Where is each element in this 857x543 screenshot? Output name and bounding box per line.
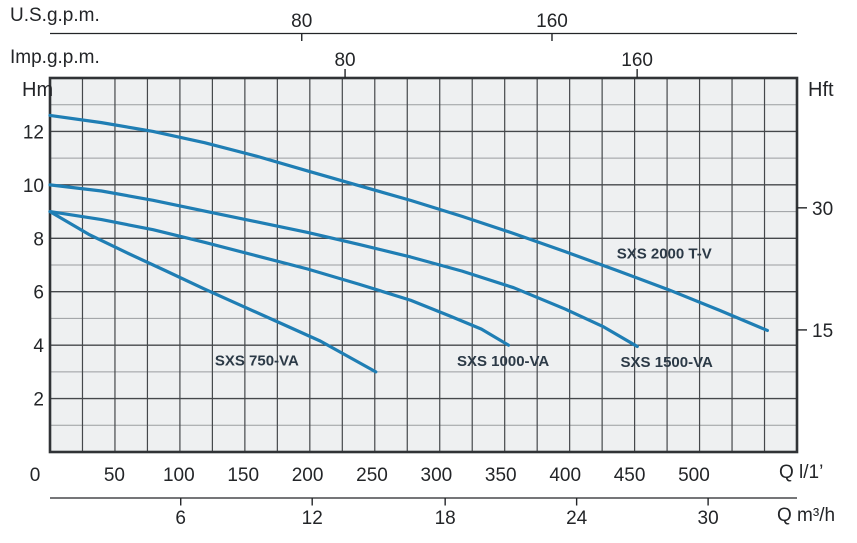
pump-curve-sxs-1500-va — [48, 183, 639, 349]
hm-tick-label: 10 — [23, 176, 44, 197]
curve-label-sxs-2000-t-v: SXS 2000 T-V — [617, 245, 712, 262]
curve-label-sxs-1500-va: SXS 1500-VA — [621, 354, 713, 371]
m3h-tick-label: 6 — [175, 508, 186, 529]
curve-label-sxs-1000-va: SXS 1000-VA — [457, 353, 549, 370]
hm-tick-label: 8 — [33, 229, 44, 250]
flow-l-per-min-axis-label: Q l/1’ — [779, 462, 824, 483]
x-tick-label: 450 — [614, 465, 646, 486]
us-gpm-axis-label: U.S.g.p.m. — [10, 5, 100, 26]
x-tick-label: 200 — [292, 465, 324, 486]
m3h-tick-label: 18 — [435, 508, 456, 529]
x-origin-tick-label: 0 — [30, 465, 41, 486]
us-gpm-tick-label: 160 — [536, 11, 568, 32]
imp-gpm-axis-label: Imp.g.p.m. — [10, 47, 100, 68]
head-meters-axis-label: Hm — [22, 79, 54, 101]
x-tick-label: 350 — [485, 465, 517, 486]
x-tick-label: 100 — [163, 465, 195, 486]
hm-tick-label: 12 — [23, 122, 44, 143]
pump-curve-sxs-2000-t-v — [48, 113, 769, 333]
m3h-tick-label: 30 — [698, 508, 719, 529]
flow-m3-per-h-axis-label: Q m³/h — [777, 505, 836, 526]
m3h-tick-label: 24 — [566, 508, 588, 529]
hm-tick-label: 2 — [33, 390, 44, 411]
x-tick-label: 250 — [356, 465, 388, 486]
pump-curve-sxs-1000-va — [48, 209, 511, 347]
hm-tick-label: 4 — [33, 336, 44, 357]
x-tick-label: 400 — [549, 465, 581, 486]
x-tick-label: 150 — [227, 465, 259, 486]
imp-gpm-tick-label: 80 — [334, 50, 355, 71]
curve-label-sxs-750-va: SXS 750-VA — [215, 352, 299, 369]
m3h-tick-label: 12 — [302, 508, 323, 529]
pump-curve-sxs-750-va — [48, 209, 378, 374]
imp-gpm-tick-label: 160 — [621, 50, 653, 71]
hft-tick-label: 15 — [812, 321, 833, 342]
hft-tick-label: 30 — [812, 199, 833, 220]
plot-border — [48, 76, 799, 454]
x-tick-label: 500 — [678, 465, 710, 486]
x-tick-label: 50 — [104, 465, 125, 486]
x-tick-label: 300 — [421, 465, 453, 486]
hm-tick-label: 6 — [33, 283, 44, 304]
head-feet-axis-label: Hft — [808, 79, 834, 101]
us-gpm-tick-label: 80 — [291, 11, 312, 32]
